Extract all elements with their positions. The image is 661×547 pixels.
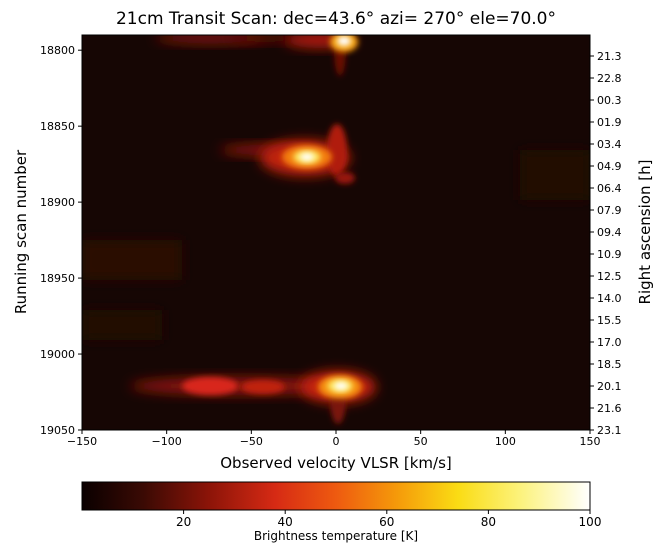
colorbar-tick-label: 100 (579, 515, 602, 529)
x-axis-label: Observed velocity VLSR [km/s] (220, 454, 452, 472)
y-tick-label: 19000 (40, 348, 75, 361)
colorbar-tick-label: 60 (379, 515, 394, 529)
ra-tick-label: 21.6 (597, 402, 622, 415)
ra-tick-label: 23.1 (597, 424, 622, 437)
ra-tick-label: 10.9 (597, 248, 622, 261)
x-tick-label: 150 (580, 435, 601, 448)
y-tick-label: 19050 (40, 424, 75, 437)
ra-tick-label: 18.5 (597, 358, 622, 371)
y-tick-label: 18900 (40, 196, 75, 209)
x-tick-label: 50 (414, 435, 428, 448)
y-tick-label: 18850 (40, 120, 75, 133)
ra-tick-label: 04.9 (597, 160, 622, 173)
colorbar-tick-label: 20 (176, 515, 191, 529)
ra-tick-label: 07.9 (597, 204, 622, 217)
ra-tick-label: 14.0 (597, 292, 622, 305)
y-axis-label: Running scan number (12, 149, 30, 314)
ra-tick-label: 20.1 (597, 380, 622, 393)
ra-tick-label: 09.4 (597, 226, 622, 239)
heatmap-background (82, 35, 590, 430)
colorbar-label: Brightness temperature [K] (254, 529, 418, 543)
ra-tick-label: 15.5 (597, 314, 622, 327)
colorbar-ticks: 20 40 60 80 100 (176, 510, 601, 529)
x-tick-label: −50 (240, 435, 263, 448)
ra-tick-label: 00.3 (597, 94, 622, 107)
y2-axis-label: Right ascension [h] (636, 160, 654, 305)
chart-title: 21cm Transit Scan: dec=43.6° azi= 270° e… (116, 9, 556, 29)
ra-axis-ticks: 21.3 22.8 00.3 01.9 03.4 04.9 06.4 07.9 09.4 10.9… (590, 50, 622, 437)
x-tick-label: 100 (495, 435, 516, 448)
y-tick-label: 18800 (40, 44, 75, 57)
colorbar-tick-label: 40 (278, 515, 293, 529)
ra-tick-label: 21.3 (597, 50, 622, 63)
x-tick-label: 0 (333, 435, 340, 448)
x-tick-label: −150 (67, 435, 97, 448)
ra-tick-label: 12.5 (597, 270, 622, 283)
colorbar-tick-label: 80 (481, 515, 496, 529)
ra-tick-label: 17.0 (597, 336, 622, 349)
y-axis-ticks: 18800 18850 18900 18950 19000 19050 (40, 44, 82, 437)
ra-tick-label: 01.9 (597, 116, 622, 129)
ra-tick-label: 22.8 (597, 72, 622, 85)
heatmap-image (82, 35, 590, 424)
x-axis-ticks: −150 −100 −50 0 50 100 150 (67, 430, 601, 448)
x-tick-label: −100 (152, 435, 182, 448)
ra-tick-label: 06.4 (597, 182, 622, 195)
ra-tick-label: 03.4 (597, 138, 622, 151)
colorbar (81, 481, 591, 511)
y-tick-label: 18950 (40, 272, 75, 285)
